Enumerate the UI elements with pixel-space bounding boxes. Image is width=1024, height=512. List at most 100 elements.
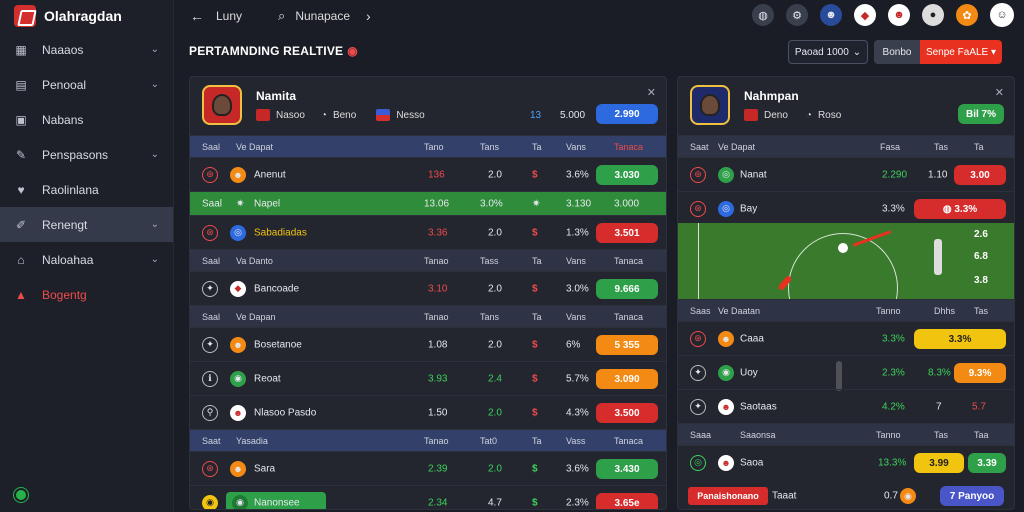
row-name: Napel (254, 198, 281, 209)
sidebar-item-7[interactable]: ▲ Bogentg (0, 277, 173, 312)
row-value: 3.93 (428, 373, 448, 384)
footer-number: 0.7 (884, 490, 898, 502)
sidebar-item-5[interactable]: ✐ Renengt ⌄ (0, 207, 173, 242)
odds-button[interactable]: 3.3% (914, 329, 1006, 349)
row-value: 4.2% (882, 401, 905, 412)
sidebar-item-label: Penspasons (42, 147, 109, 162)
table-row[interactable]: ⊛ ◎ Sabadiadas 3.36 2.0 $ 1.3% 3.501 (190, 215, 666, 249)
club-icon: ◉ (230, 370, 246, 387)
close-icon[interactable]: ✕ (646, 87, 656, 99)
page-title-text: PERTAMNDING REALTIVE (189, 44, 344, 58)
table-row[interactable]: ✦ ☻ Saotaas 4.2% 7 5.7 (678, 389, 1014, 423)
score-button[interactable]: Bil 7% (958, 104, 1004, 124)
avatar[interactable]: ☺ (990, 3, 1014, 27)
odds-button[interactable]: 5 355 (596, 335, 658, 355)
col-header: Ta (532, 311, 542, 322)
row-value: $ (532, 283, 538, 294)
period-select[interactable]: Paoad 1000 ⌄ (788, 40, 868, 64)
field-stat: 3.8 (974, 275, 988, 286)
table-row[interactable]: ⊛ ◎ Nanat 2.290 1.10 3.00 (678, 157, 1014, 191)
top-icons: ◍ ⚙ ☻ ◆ ☻ ● ✿ ☺ (752, 3, 1014, 27)
breadcrumb[interactable]: Luny (216, 9, 243, 23)
table-row[interactable]: ◉ ◉ Nanonsee 2.34 4.7 $ 2.3% 3.65e (190, 485, 666, 509)
table-row[interactable]: ℹ ◉ Reoat 3.93 2.4 $ 5.7% 3.090 (190, 361, 666, 395)
toggle-option-a[interactable]: Bonbo (874, 40, 920, 64)
team-badge-icon[interactable]: ◆ (854, 4, 876, 26)
search-context[interactable]: Nunapace (295, 9, 351, 23)
sidebar-item-2[interactable]: ▣ Nabans (0, 102, 173, 137)
info-icon[interactable]: ● (922, 4, 944, 26)
clock-icon: ◔ (805, 109, 812, 121)
col-header: Tass (480, 255, 499, 266)
row-label: Saal (202, 198, 223, 209)
table-row-highlight[interactable]: Saal ✷ Napel 13.06 3.0% ✷ 3.130 3.000 (190, 191, 666, 215)
odds-button[interactable]: 3.090 (596, 369, 658, 389)
table-row[interactable]: ⊛ ◎ Bay 3.3% ◍ 3.3% (678, 191, 1014, 225)
brand[interactable]: Olahragdan (0, 0, 173, 32)
sidebar: Olahragdan ▦ Naaaos ⌄ ▤ Penooal ⌄ ▣ Naba… (0, 0, 174, 512)
user-icon: ▲ (15, 287, 27, 302)
col-header: Saal (202, 311, 221, 322)
table-row[interactable]: ✦ ◆ Bancoade 3.10 2.0 $ 3.0% 9.666 (190, 271, 666, 305)
sidebar-item-1[interactable]: ▤ Penooal ⌄ (0, 67, 173, 102)
odds-button[interactable]: 3.030 (596, 165, 658, 185)
table-row[interactable]: ⊛ ☻ Anenut 136 2.0 $ 3.6% 3.030 (190, 157, 666, 191)
team-badge-icon-2[interactable]: ☻ (888, 4, 910, 26)
col-header: Tans (480, 141, 500, 152)
row-value: 2.290 (882, 169, 908, 180)
col-header: Va Danto (236, 255, 273, 266)
chevron-down-icon: ⌄ (852, 46, 862, 58)
table-subheader: Saas Ve Daatan Tanno Dhhs Tas (678, 299, 1014, 321)
back-arrow-icon[interactable]: ← (190, 8, 204, 24)
close-icon[interactable]: ✕ (994, 87, 1004, 99)
settings-icon[interactable]: ⚙ (786, 4, 808, 26)
player-icon[interactable]: ☻ (820, 4, 842, 26)
team-meta: Nasoo ◔ Beno Nesso (256, 109, 425, 121)
notification-icon[interactable]: ✿ (956, 4, 978, 26)
score-button[interactable]: 2.990 (596, 104, 658, 124)
search-icon[interactable]: ⌕ (278, 8, 286, 23)
odds-button[interactable]: ◍ 3.3% (914, 199, 1006, 219)
sidebar-item-label: Naloahaa (42, 252, 94, 267)
sidebar-item-0[interactable]: ▦ Naaaos ⌄ (0, 32, 173, 67)
row-value: $ (532, 227, 538, 238)
row-value: 3.3% (882, 203, 905, 214)
table-subheader: Saat Yasadia Tanao Tat0 Ta Vass Tanaca (190, 429, 666, 451)
sidebar-item-3[interactable]: ✎ Penspasons ⌄ (0, 137, 173, 172)
table-row[interactable]: ⊛ ☻ Sara 2.39 2.0 $ 3.6% 3.430 (190, 451, 666, 485)
sidebar-item-6[interactable]: ⌂ Naloahaa ⌄ (0, 242, 173, 277)
col-header: Tano (424, 141, 444, 152)
row-name: Uoy (740, 367, 758, 378)
table-row[interactable]: ⚲ ☻ Nlasoo Pasdo 1.50 2.0 $ 4.3% 3.500 (190, 395, 666, 429)
row-value: 3.0% (566, 283, 589, 294)
row-name: Bay (740, 203, 758, 214)
odds-button[interactable]: 9.3% (954, 363, 1006, 383)
name-highlight (226, 492, 326, 509)
club-icon: ☻ (230, 166, 246, 183)
sidebar-item-4[interactable]: ♥ Raolinlana (0, 172, 173, 207)
status-toggle[interactable] (14, 488, 28, 502)
chevron-right-icon[interactable]: › (366, 8, 371, 24)
table-row[interactable]: ◎ ☻ Saoa 13.3% 3.99 3.39 (678, 445, 1014, 479)
shield-icon[interactable]: ◍ (752, 4, 774, 26)
odds-button[interactable]: 3.00 (954, 165, 1006, 185)
odds-button[interactable]: 9.666 (596, 279, 658, 299)
table-row[interactable]: ✦ ☻ Bosetanoe 1.08 2.0 $ 6% 5 355 (190, 327, 666, 361)
col-header: Tat0 (480, 435, 498, 446)
odds-button[interactable]: 3.99 (914, 453, 964, 473)
table-subheader: Saal Va Danto Tanao Tass Ta Vans Tanaca (190, 249, 666, 271)
odds-button[interactable]: 3.501 (596, 223, 658, 243)
toggle-option-b[interactable]: Senpe FaALE ▾ (920, 40, 1002, 64)
club-icon: ☻ (230, 404, 246, 421)
footer-badge[interactable]: Panaishonano (688, 487, 768, 505)
odds-button[interactable]: 3.430 (596, 459, 658, 479)
table-row[interactable]: ✦ ◉ Uoy 2.3% 8.3% 9.3% (678, 355, 1014, 389)
odds-button[interactable]: 3.39 (968, 453, 1006, 473)
team-icon: ℹ (202, 370, 218, 387)
odds-button[interactable]: 3.500 (596, 403, 658, 423)
sidebar-item-label: Penooal (42, 77, 87, 92)
panel-header: Namita ✕ Nasoo ◔ Beno Nesso 13 5.000 2.9… (190, 77, 666, 135)
footer-button[interactable]: 7 Panyoo (940, 486, 1004, 506)
table-row[interactable]: ⊛ ☻ Caaa 3.3% 3.3% (678, 321, 1014, 355)
odds-button[interactable]: 3.65e (596, 493, 658, 509)
